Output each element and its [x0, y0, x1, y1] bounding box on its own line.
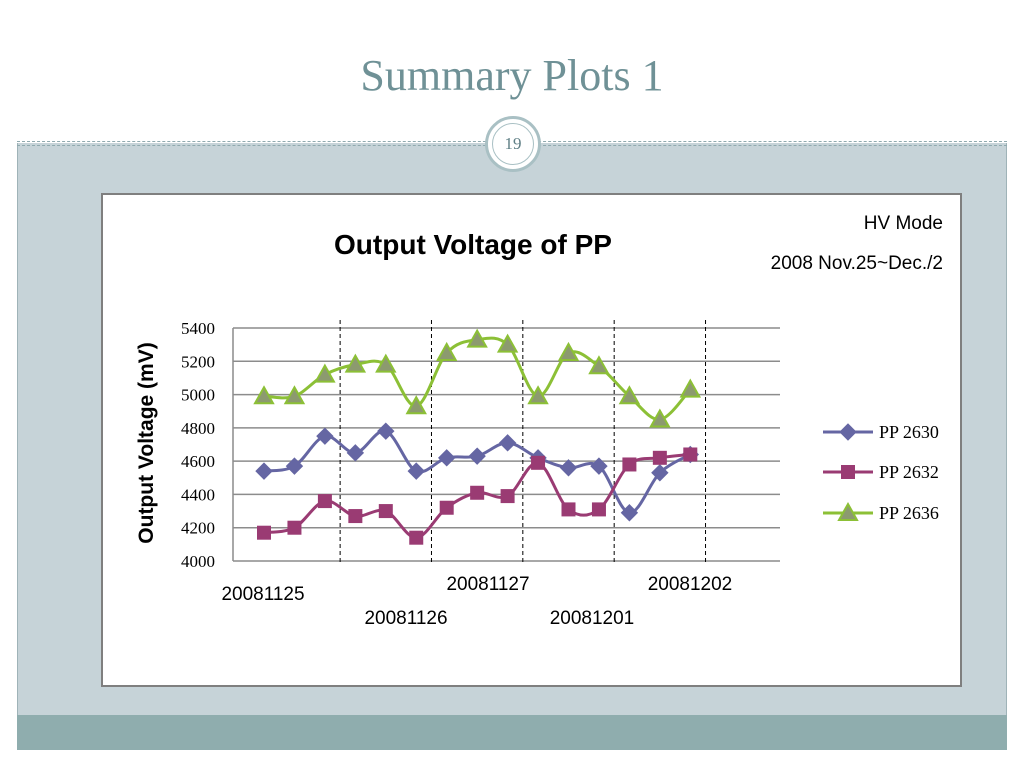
legend-label: PP 2636	[879, 503, 939, 523]
data-point	[346, 444, 365, 462]
data-point	[651, 464, 669, 482]
series-pp-2630	[255, 422, 700, 522]
data-point	[435, 341, 458, 361]
data-point	[620, 504, 639, 522]
chart-title: Output Voltage of PP	[334, 229, 612, 260]
data-point	[405, 395, 427, 415]
data-point	[437, 449, 456, 467]
data-point	[590, 457, 608, 475]
data-point	[409, 530, 424, 545]
data-point	[622, 457, 637, 472]
legend-item: PP 2630	[823, 422, 939, 442]
data-point	[652, 450, 667, 465]
chart-container: 4000 4200 4400 4600 4800 5000 5200 5400 2008112…	[101, 193, 962, 687]
data-point	[557, 341, 580, 361]
legend-label: PP 2632	[879, 462, 939, 482]
date-label: 20081202	[648, 574, 733, 595]
legend: PP 2630 PP 2632 PP 2636	[823, 422, 939, 523]
data-point	[496, 333, 519, 353]
data-point	[561, 502, 576, 517]
legend-marker	[839, 423, 857, 441]
data-point	[253, 385, 275, 405]
y-axis-label: Output Voltage (mV)	[135, 342, 158, 543]
data-point	[285, 457, 304, 475]
data-point	[439, 500, 454, 515]
data-point	[378, 504, 393, 519]
data-point	[498, 434, 517, 452]
date-labels: 20081125 20081126 20081127 20081201 20081202	[221, 574, 732, 629]
data-point	[683, 447, 698, 462]
data-point	[377, 422, 395, 440]
legend-label: PP 2630	[879, 422, 939, 442]
y-tick-label: 5200	[181, 352, 215, 371]
data-point	[531, 455, 546, 470]
footer-bar	[17, 715, 1007, 750]
data-point	[316, 427, 334, 445]
data-point	[466, 328, 488, 348]
data-point	[407, 462, 425, 480]
data-point	[527, 385, 549, 405]
annotation-date-range: 2008 Nov.25~Dec./2	[771, 253, 943, 274]
date-label: 20081126	[364, 608, 447, 629]
y-tick-label: 5000	[181, 386, 215, 405]
annotation-mode: HV Mode	[864, 213, 943, 234]
data-point	[468, 447, 486, 465]
legend-marker	[837, 501, 859, 521]
y-tick-label: 4000	[181, 552, 215, 571]
y-tick-label: 4200	[181, 519, 215, 538]
data-point	[588, 355, 610, 375]
slide-title: Summary Plots 1	[360, 51, 664, 100]
page-number-badge: 19	[485, 116, 541, 172]
data-point	[257, 525, 271, 540]
date-boundaries	[339, 320, 707, 563]
date-label: 20081127	[446, 574, 529, 595]
date-label: 20081125	[221, 584, 304, 605]
data-point	[375, 353, 397, 373]
date-label: 20081201	[550, 608, 635, 629]
y-tick-label: 4400	[181, 485, 215, 504]
legend-item: PP 2636	[823, 501, 939, 523]
data-point	[317, 494, 332, 509]
data-point	[283, 385, 306, 405]
legend-item: PP 2632	[823, 462, 939, 482]
series-group	[253, 328, 702, 545]
data-point	[591, 502, 606, 517]
data-point	[314, 363, 336, 383]
y-tick-label: 5400	[181, 319, 215, 338]
data-point	[679, 378, 702, 398]
data-point	[559, 459, 578, 477]
data-point	[287, 520, 302, 535]
legend-marker	[841, 465, 855, 479]
data-point	[618, 385, 641, 405]
data-point	[470, 485, 485, 500]
data-point	[255, 462, 273, 480]
y-axis: 4000 4200 4400 4600 4800 5000 5200 5400	[181, 319, 234, 571]
data-point	[348, 509, 363, 524]
y-tick-label: 4800	[181, 419, 215, 438]
data-point	[649, 408, 671, 428]
data-point	[500, 489, 515, 504]
output-voltage-chart: 4000 4200 4400 4600 4800 5000 5200 5400 2008112…	[135, 213, 943, 629]
page-number: 19	[492, 123, 534, 165]
series-pp-2636	[253, 328, 702, 428]
series-pp-2632	[257, 447, 698, 545]
y-tick-label: 4600	[181, 452, 215, 471]
data-point	[344, 353, 367, 373]
